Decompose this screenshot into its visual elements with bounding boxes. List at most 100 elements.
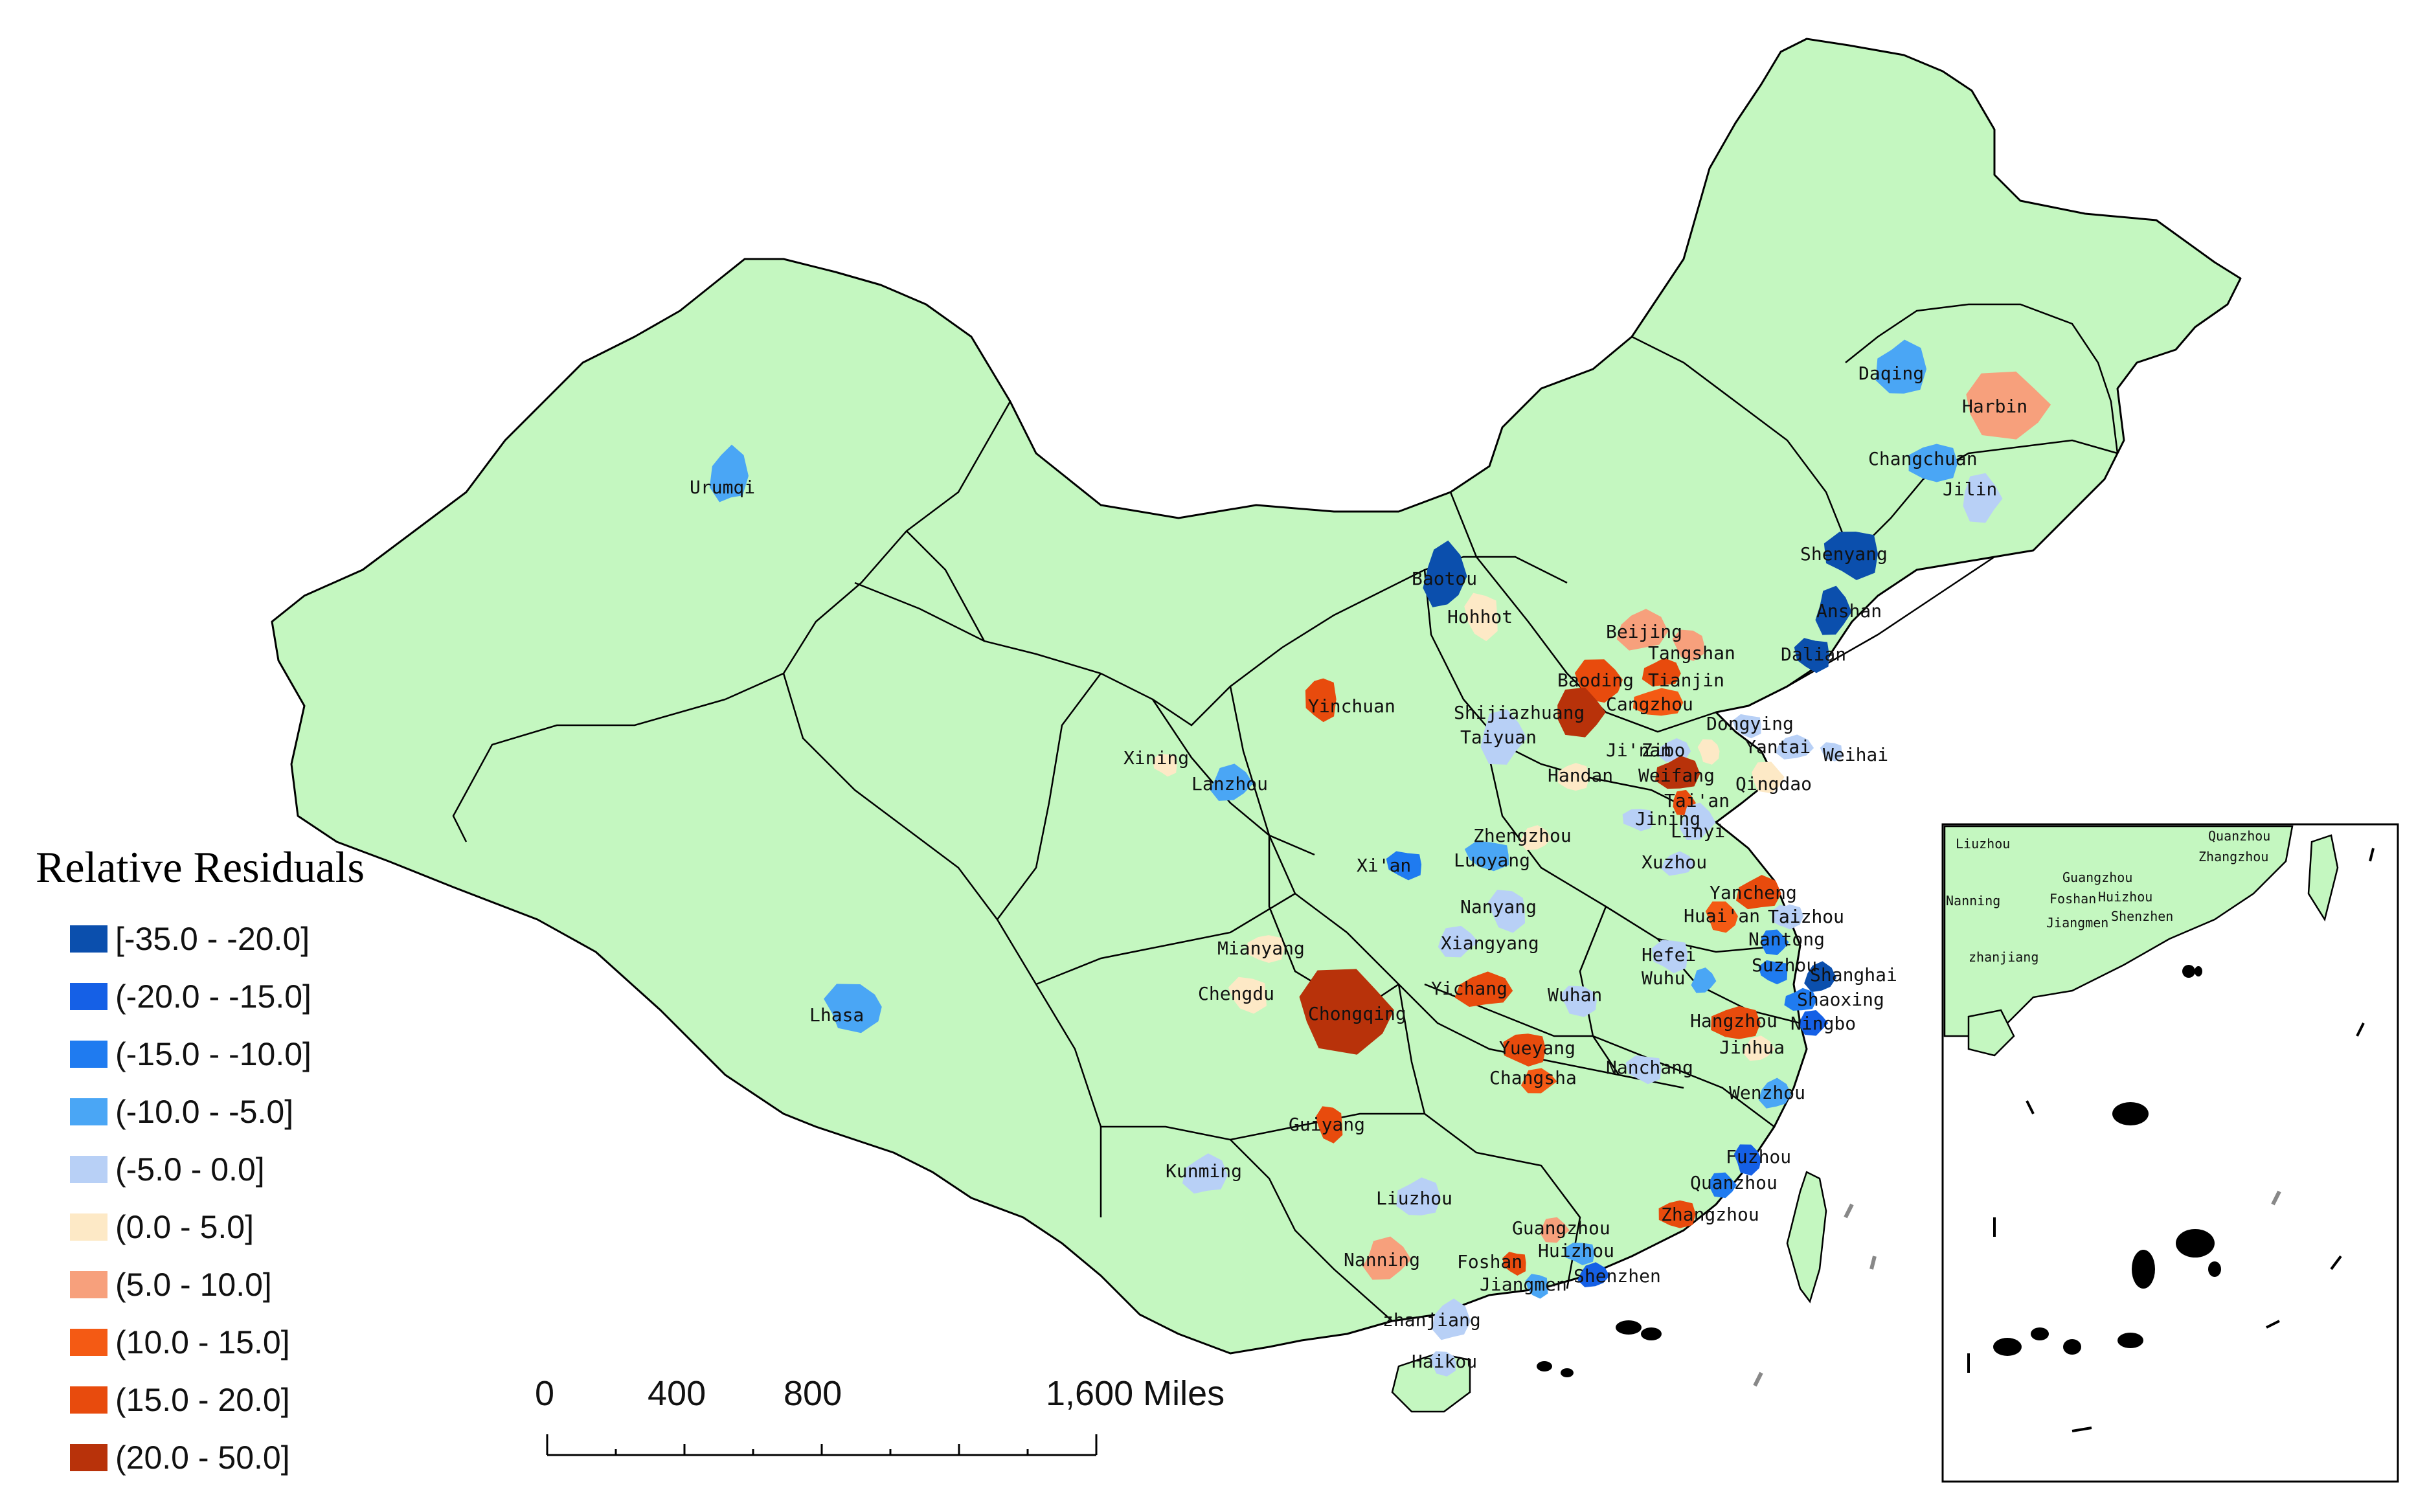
legend-swatch <box>70 1443 107 1471</box>
city-label: Zhangzhou <box>1661 1204 1759 1225</box>
city-label: Tianjin <box>1648 670 1724 691</box>
city-region-qingdao <box>1752 762 1785 794</box>
city-label: Xiangyang <box>1441 932 1539 954</box>
city-region-tangshan <box>1672 629 1704 661</box>
inset-city-label: Liuzhou <box>1956 836 2010 852</box>
city-region-yancheng <box>1735 875 1781 910</box>
legend-swatch <box>70 1328 107 1356</box>
city-region-linyi <box>1679 802 1716 841</box>
scale-bar <box>546 1434 1098 1456</box>
legend-item: (-15.0 - -10.0] <box>70 1025 311 1083</box>
city-region-wenzhou <box>1758 1078 1792 1109</box>
legend-swatch <box>70 1270 107 1298</box>
legend-item: (0.0 - 5.0] <box>70 1198 311 1256</box>
city-label: zhanjiang <box>1383 1309 1481 1331</box>
city-label: Fuzhou <box>1726 1146 1791 1168</box>
city-region-xian <box>1386 851 1422 881</box>
city-region-baotou <box>1423 540 1467 607</box>
city-label: Beijing <box>1606 621 1682 642</box>
legend-title: Relative Residuals <box>36 842 365 892</box>
city-region-foshan <box>1502 1252 1526 1276</box>
city-label: Wenzhou <box>1729 1082 1805 1103</box>
city-region-quanzhou <box>1709 1172 1737 1199</box>
city-region-changchuan <box>1908 444 1958 482</box>
province-boundaries <box>452 303 2119 1322</box>
legend-swatch <box>70 982 107 1010</box>
city-region-weifang <box>1655 756 1700 789</box>
city-label: Dalian <box>1781 644 1846 665</box>
legend-label: (20.0 - 50.0] <box>115 1439 290 1476</box>
city-labels: Urumqi Lhasa Daqing Harbin Changchuan Jilin Sh… <box>690 363 2027 1372</box>
city-label: Kunming <box>1166 1160 1242 1182</box>
city-label: Ji'nan <box>1606 739 1671 761</box>
city-region-yantai <box>1775 734 1814 760</box>
city-region-chongqing <box>1299 969 1394 1055</box>
city-region-mianyang <box>1247 935 1285 963</box>
city-label: Xi'an <box>1357 855 1411 876</box>
inset-city-label: Shenzhen <box>2111 908 2173 924</box>
city-region-nantong <box>1761 929 1789 955</box>
city-label: Changchuan <box>1868 448 1978 469</box>
legend-label: (15.0 - 20.0] <box>115 1381 290 1418</box>
city-region-nanyang <box>1487 890 1526 933</box>
city-label: Nanning <box>1344 1249 1420 1270</box>
city-label: Zhengzhou <box>1473 825 1572 846</box>
city-region-jilin <box>1963 473 2003 523</box>
city-region-urumqi <box>709 444 749 502</box>
city-label: Harbin <box>1962 396 2027 417</box>
city-region-lhasa <box>824 984 882 1033</box>
legend-item: (5.0 - 10.0] <box>70 1256 311 1313</box>
city-regions <box>709 339 2051 1377</box>
city-label: Linyi <box>1671 820 1725 842</box>
city-label: Yinchuan <box>1308 695 1395 717</box>
legend-label: (-5.0 - 0.0] <box>115 1151 265 1188</box>
city-region-jiangmen <box>1525 1274 1548 1299</box>
city-region-guiyang <box>1315 1106 1343 1144</box>
city-label: Shenyang <box>1800 543 1888 565</box>
city-label: Jining <box>1635 808 1700 829</box>
city-region-zhengzhou <box>1519 825 1552 851</box>
city-region-hefei <box>1651 940 1688 974</box>
city-label: Suzhou <box>1752 954 1817 976</box>
city-label: Qingdao <box>1735 773 1812 795</box>
inset-city-label: Zhangzhou <box>2198 849 2268 864</box>
city-label: Taizhou <box>1768 906 1844 927</box>
legend-item: (15.0 - 20.0] <box>70 1371 311 1428</box>
legend-item: (-10.0 - -5.0] <box>70 1083 311 1140</box>
city-region-shenyang <box>1823 531 1879 580</box>
city-region-xiangyang <box>1438 925 1479 958</box>
legend-label: (5.0 - 10.0] <box>115 1266 272 1303</box>
inset-city-label: Quanzhou <box>2208 828 2270 844</box>
city-region-wuhu <box>1691 967 1717 993</box>
city-region-weihai <box>1820 742 1843 762</box>
city-label: Liuzhou <box>1376 1188 1452 1209</box>
city-region-huaian <box>1705 901 1738 933</box>
inset-city-label: zhanjiang <box>1969 949 2038 965</box>
city-region-shenzhen <box>1577 1262 1610 1287</box>
city-label: Tai'an <box>1664 790 1730 811</box>
legend-swatch <box>70 1386 107 1414</box>
city-region-jinhua <box>1743 1035 1775 1061</box>
city-label: Jiangmen <box>1480 1274 1567 1295</box>
legend-item: [-35.0 - -20.0] <box>70 910 311 967</box>
city-label: Jilin <box>1943 479 1997 500</box>
inset-city-label: Huizhou <box>2098 889 2152 905</box>
city-label: Wuhan <box>1548 984 1602 1006</box>
city-region-wuhan <box>1559 986 1597 1017</box>
city-label: Guangzhou <box>1512 1217 1610 1239</box>
city-region-yueyang <box>1503 1033 1546 1066</box>
city-label: Weifang <box>1638 765 1715 786</box>
city-label: Wuhu <box>1642 967 1685 989</box>
legend-label: (10.0 - 15.0] <box>115 1324 290 1360</box>
scale-tick-1600: 1,600 Miles <box>1046 1374 1225 1413</box>
city-region-luoyang <box>1464 841 1509 872</box>
city-region-liuzhou <box>1396 1177 1441 1216</box>
legend-label: (0.0 - 5.0] <box>115 1208 254 1245</box>
city-label: Quanzhou <box>1690 1172 1778 1193</box>
city-label: Changsha <box>1489 1067 1577 1089</box>
city-region-chengdu <box>1228 976 1267 1014</box>
legend-swatch <box>70 1213 107 1241</box>
legend-swatch <box>70 925 107 953</box>
city-label: Cangzhou <box>1606 694 1693 715</box>
